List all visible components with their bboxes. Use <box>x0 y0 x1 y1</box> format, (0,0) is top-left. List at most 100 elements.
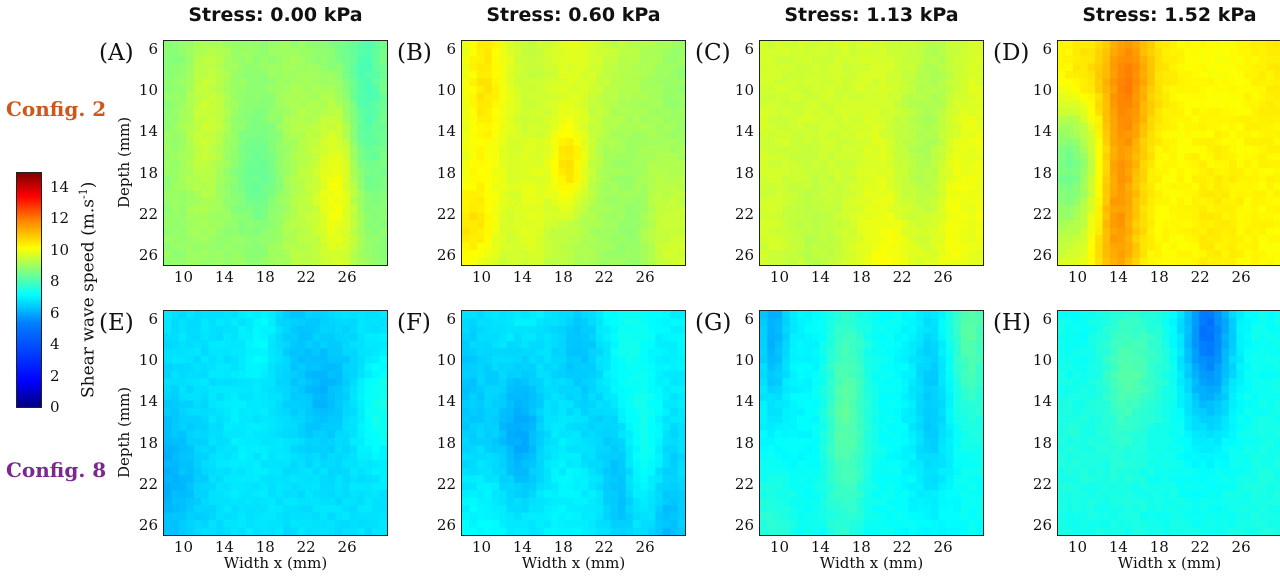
heatmap-cell <box>297 167 306 176</box>
heatmap-cell <box>841 250 850 259</box>
heatmap-cell <box>1132 108 1141 117</box>
heatmap-cell <box>469 325 478 334</box>
heatmap-cell <box>543 153 552 162</box>
heatmap-cell <box>476 85 485 94</box>
heatmap-cell <box>186 115 195 124</box>
heatmap-cell <box>632 85 641 94</box>
heatmap-cell <box>1184 115 1193 124</box>
heatmap-cell <box>305 505 314 514</box>
heatmap-cell <box>253 318 262 327</box>
heatmap-cell <box>372 242 381 251</box>
heatmap-cell <box>216 445 225 454</box>
heatmap-cell <box>357 408 366 417</box>
heatmap-cell <box>1184 175 1193 184</box>
heatmap-cell <box>230 93 239 102</box>
heatmap-cell <box>543 227 552 236</box>
heatmap-cell <box>551 41 560 50</box>
heatmap-cell <box>372 437 381 446</box>
heatmap-cell <box>216 497 225 506</box>
heatmap-cell <box>826 78 835 87</box>
heatmap-cell <box>238 415 247 424</box>
heatmap-cell <box>223 197 232 206</box>
heatmap-cell <box>1058 55 1067 64</box>
heatmap-cell <box>1162 41 1171 50</box>
heatmap-cell <box>342 415 351 424</box>
heatmap-cell <box>1162 153 1171 162</box>
heatmap-cell <box>268 318 277 327</box>
heatmap-cell <box>1147 100 1156 109</box>
heatmap-cell <box>372 212 381 221</box>
heatmap-cell <box>603 250 612 259</box>
heatmap-cell <box>647 333 656 342</box>
heatmap-cell <box>238 400 247 409</box>
heatmap-cell <box>268 115 277 124</box>
heatmap-cell <box>186 130 195 139</box>
heatmap-cell <box>968 160 977 169</box>
heatmap-cell <box>491 182 500 191</box>
heatmap-cell <box>618 250 627 259</box>
heatmap-cell <box>469 167 478 176</box>
heatmap-cell <box>908 70 917 79</box>
heatmap-cell <box>320 437 329 446</box>
heatmap-cell <box>834 93 843 102</box>
heatmap-cell <box>1176 175 1185 184</box>
heatmap-cell <box>216 250 225 259</box>
heatmap-cell <box>208 452 217 461</box>
heatmap-cell <box>864 55 873 64</box>
heatmap-cell <box>164 250 173 259</box>
heatmap-cell <box>245 190 254 199</box>
heatmap-cell <box>1266 212 1275 221</box>
heatmap-cell <box>334 520 343 529</box>
heatmap-cell <box>208 220 217 229</box>
heatmap-cell <box>670 212 679 221</box>
heatmap-cell <box>536 175 545 184</box>
heatmap-cell <box>893 220 902 229</box>
heatmap-cell <box>312 423 321 432</box>
heatmap-cell <box>908 78 917 87</box>
heatmap-cell <box>282 41 291 50</box>
heatmap-cell <box>797 93 806 102</box>
heatmap-cell <box>632 160 641 169</box>
heatmap-cell <box>901 250 910 259</box>
heatmap-cell <box>372 108 381 117</box>
heatmap-cell <box>618 235 627 244</box>
heatmap-cell <box>1243 115 1252 124</box>
heatmap-cell <box>812 48 821 57</box>
heatmap-cell <box>230 452 239 461</box>
heatmap-cell <box>640 63 649 72</box>
heatmap-cell <box>514 363 523 372</box>
heatmap-cell <box>476 333 485 342</box>
heatmap-cell <box>588 153 597 162</box>
heatmap-cell <box>290 512 299 521</box>
heatmap-cell <box>253 153 262 162</box>
heatmap-cell <box>372 452 381 461</box>
heatmap-cell <box>514 242 523 251</box>
heatmap-cell <box>1214 41 1223 50</box>
heatmap-cell <box>171 460 180 469</box>
heatmap-cell <box>1214 220 1223 229</box>
heatmap-cell <box>290 325 299 334</box>
heatmap-cell <box>193 257 202 265</box>
heatmap-cell <box>327 415 336 424</box>
heatmap-cell <box>164 378 173 387</box>
heatmap-cell <box>506 153 515 162</box>
heatmap-cell <box>462 257 471 265</box>
heatmap-cell <box>290 235 299 244</box>
heatmap-cell <box>230 520 239 529</box>
heatmap-cell <box>901 220 910 229</box>
heatmap-cell <box>193 70 202 79</box>
heatmap-cell <box>290 408 299 417</box>
heatmap-cell <box>476 235 485 244</box>
heatmap-cell <box>640 190 649 199</box>
heatmap-cell <box>595 333 604 342</box>
heatmap-cell <box>1184 250 1193 259</box>
heatmap-cell <box>871 41 880 50</box>
heatmap-cell <box>767 205 776 214</box>
heatmap-cell <box>819 41 828 50</box>
heatmap-cell <box>253 235 262 244</box>
heatmap-cell <box>1199 182 1208 191</box>
heatmap-cell <box>245 400 254 409</box>
heatmap-cell <box>521 370 530 379</box>
heatmap-cell <box>521 235 530 244</box>
heatmap-cell <box>930 160 939 169</box>
